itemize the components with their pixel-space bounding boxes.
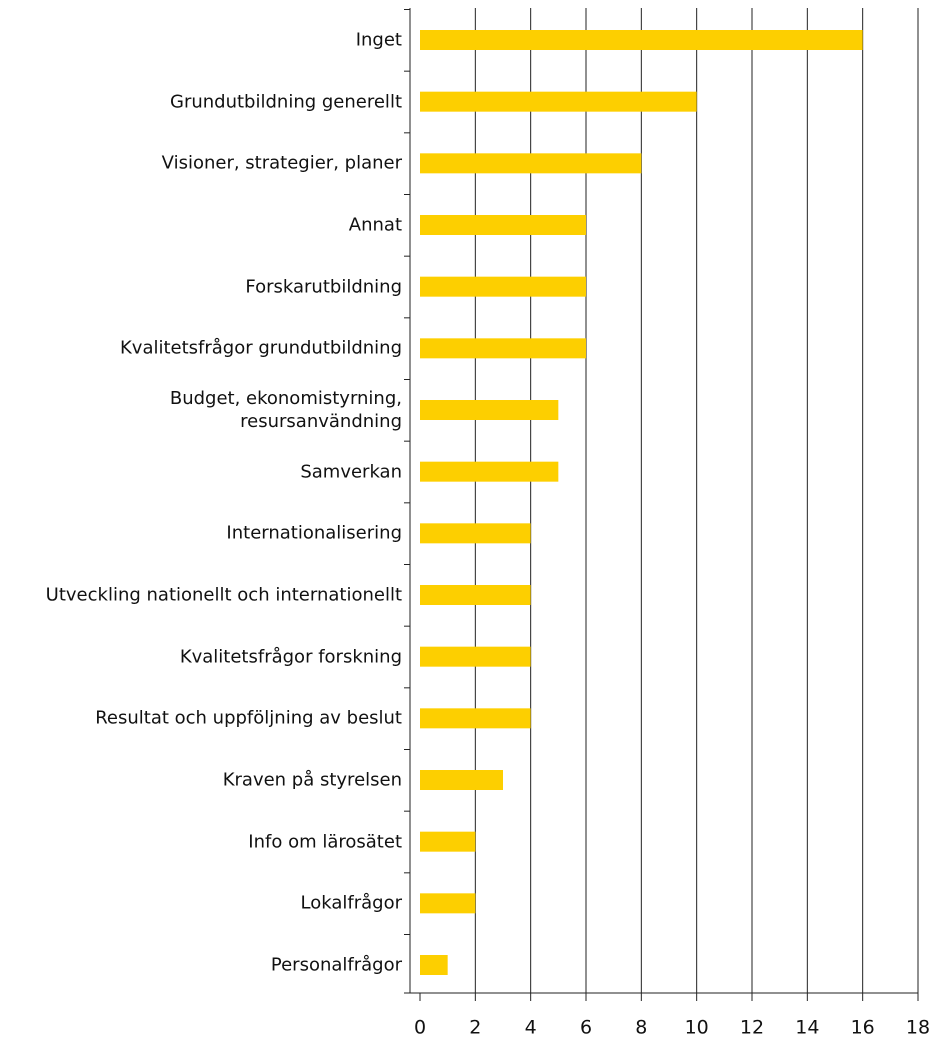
bar: [420, 91, 697, 112]
x-tick-label: 16: [851, 1017, 875, 1039]
bar: [420, 400, 559, 420]
x-tick-label: 4: [525, 1017, 537, 1039]
x-tick-label: 6: [580, 1017, 592, 1039]
bar: [420, 831, 476, 852]
category-label: Forskarutbildning: [245, 276, 402, 298]
bar: [420, 893, 476, 914]
bar: [420, 708, 531, 729]
x-tick-label: 14: [795, 1017, 819, 1039]
category-label: Visioner, strategier, planer: [161, 152, 402, 174]
bar: [420, 153, 642, 174]
bar: [420, 30, 863, 50]
bar: [420, 338, 586, 359]
bar: [420, 770, 503, 790]
bar: [420, 276, 586, 297]
category-label: Utveckling nationellt och internationell…: [45, 584, 402, 606]
bar: [420, 585, 531, 605]
category-label: Samverkan: [300, 461, 402, 483]
bar: [420, 955, 448, 975]
category-label: Info om lärosätet: [248, 831, 402, 853]
x-tick-label: 10: [685, 1017, 709, 1039]
category-label: Kvalitetsfrågor forskning: [179, 646, 402, 668]
category-label: Kvalitetsfrågor grundutbildning: [119, 337, 402, 359]
category-label: Resultat och uppföljning av beslut: [95, 707, 402, 729]
category-label: Lokalfrågor: [300, 892, 402, 914]
category-label: Grundutbildning generellt: [170, 91, 402, 113]
category-label: Annat: [348, 214, 402, 236]
x-tick-label: 18: [906, 1017, 930, 1039]
x-tick-label: 12: [740, 1017, 764, 1039]
bar: [420, 215, 586, 235]
category-label: Budget, ekonomistyrning, resursanvändnin…: [169, 388, 402, 432]
x-tick-label: 8: [635, 1017, 647, 1039]
category-label: Inget: [355, 29, 402, 51]
category-label: Kraven på styrelsen: [222, 769, 402, 791]
category-label: Personalfrågor: [270, 954, 402, 976]
x-tick-label: 0: [414, 1017, 426, 1039]
bar: [420, 523, 531, 544]
bar: [420, 461, 559, 482]
x-tick-label: 2: [469, 1017, 481, 1039]
category-label: Internationalisering: [226, 522, 402, 544]
bar: [420, 646, 531, 667]
